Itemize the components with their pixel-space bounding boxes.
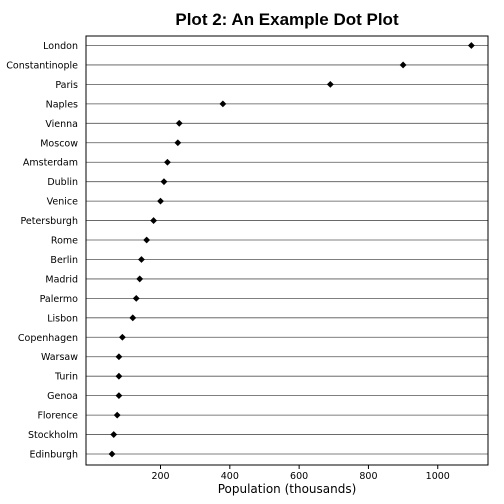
data-point-london (467, 42, 475, 49)
category-label-petersburgh: Petersburgh (20, 216, 78, 227)
data-point-naples (219, 100, 227, 108)
data-point-constantinople (399, 61, 407, 69)
chart-title: Plot 2: An Example Dot Plot (175, 10, 399, 29)
data-point-petersburgh (150, 217, 157, 224)
data-point-florence (113, 411, 121, 419)
category-label-turin: Turin (54, 372, 78, 383)
x-tick-label-800: 800 (359, 471, 377, 482)
x-axis-label: Population (thousands) (218, 482, 357, 496)
category-label-warsaw: Warsaw (41, 352, 78, 363)
category-label-stockholm: Stockholm (28, 430, 78, 441)
category-label-berlin: Berlin (50, 255, 78, 266)
plot-frame (85, 35, 489, 466)
category-label-constantinople: Constantinople (6, 60, 78, 71)
data-point-edinburgh (108, 450, 116, 458)
category-label-paris: Paris (55, 80, 78, 91)
data-point-paris (326, 81, 334, 88)
data-point-genoa (115, 392, 123, 400)
data-point-rome (143, 236, 151, 244)
category-label-venice: Venice (47, 197, 78, 208)
category-label-madrid: Madrid (45, 274, 78, 285)
data-point-vienna (175, 119, 183, 127)
category-label-lisbon: Lisbon (47, 313, 78, 324)
category-label-moscow: Moscow (40, 138, 78, 149)
data-point-stockholm (110, 431, 118, 438)
category-label-dublin: Dublin (47, 177, 78, 188)
gridlines (86, 45, 488, 455)
data-point-berlin (138, 256, 145, 263)
category-label-vienna: Vienna (45, 119, 78, 130)
category-labels: London Constantinople Paris Naples Vienna Mos… (6, 41, 78, 461)
data-point-copenhagen (118, 333, 126, 341)
data-point-warsaw (115, 353, 123, 361)
x-tick-label-1000: 1000 (426, 471, 450, 482)
category-label-florence: Florence (37, 411, 78, 422)
category-label-copenhagen: Copenhagen (18, 333, 78, 344)
data-point-venice (157, 197, 164, 205)
x-tick-label-600: 600 (290, 471, 308, 482)
data-point-amsterdam (164, 158, 171, 166)
category-label-naples: Naples (46, 99, 78, 110)
data-point-lisbon (129, 314, 137, 322)
data-point-turin (115, 372, 123, 380)
data-point-moscow (174, 139, 182, 147)
x-tick-label-200: 200 (151, 471, 169, 482)
data-point-palermo (132, 294, 140, 302)
category-label-london: London (43, 41, 78, 52)
category-label-genoa: Genoa (47, 391, 78, 402)
data-point-dublin (160, 178, 168, 186)
x-axis: 200 400 600 800 1000 (151, 465, 450, 482)
category-label-edinburgh: Edinburgh (29, 450, 78, 461)
data-points (108, 42, 475, 458)
category-label-rome: Rome (51, 236, 78, 247)
category-label-palermo: Palermo (40, 294, 79, 305)
x-tick-label-400: 400 (221, 471, 239, 482)
category-label-amsterdam: Amsterdam (23, 158, 78, 169)
data-point-madrid (136, 275, 144, 283)
